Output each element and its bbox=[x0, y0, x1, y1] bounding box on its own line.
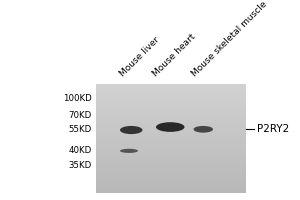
Text: 100KD: 100KD bbox=[63, 94, 92, 103]
Bar bbox=[96, 84, 246, 193]
Text: Mouse skeletal muscle: Mouse skeletal muscle bbox=[190, 0, 269, 78]
Ellipse shape bbox=[194, 126, 213, 133]
Text: Mouse heart: Mouse heart bbox=[151, 32, 197, 78]
Text: 40KD: 40KD bbox=[68, 146, 92, 155]
Ellipse shape bbox=[156, 122, 184, 132]
Ellipse shape bbox=[120, 149, 138, 153]
Text: P2RY2: P2RY2 bbox=[256, 124, 289, 134]
Text: 55KD: 55KD bbox=[68, 125, 92, 134]
Text: 70KD: 70KD bbox=[68, 111, 92, 120]
Text: Mouse liver: Mouse liver bbox=[118, 35, 161, 78]
Text: 35KD: 35KD bbox=[68, 161, 92, 170]
Ellipse shape bbox=[120, 126, 142, 134]
